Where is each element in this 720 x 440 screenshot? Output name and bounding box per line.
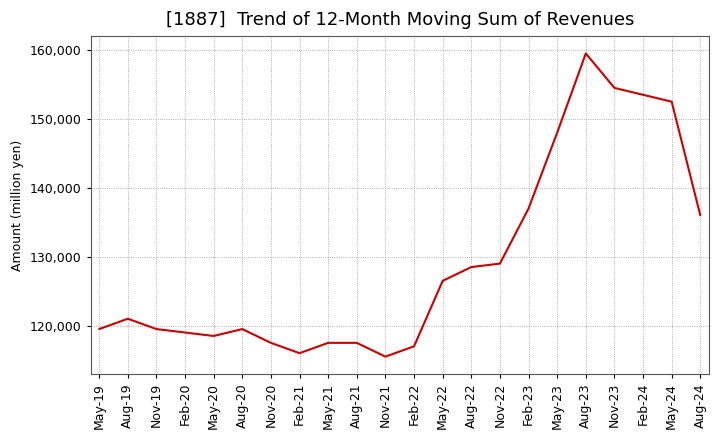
Title: [1887]  Trend of 12-Month Moving Sum of Revenues: [1887] Trend of 12-Month Moving Sum of R…: [166, 11, 634, 29]
Y-axis label: Amount (million yen): Amount (million yen): [11, 139, 24, 271]
